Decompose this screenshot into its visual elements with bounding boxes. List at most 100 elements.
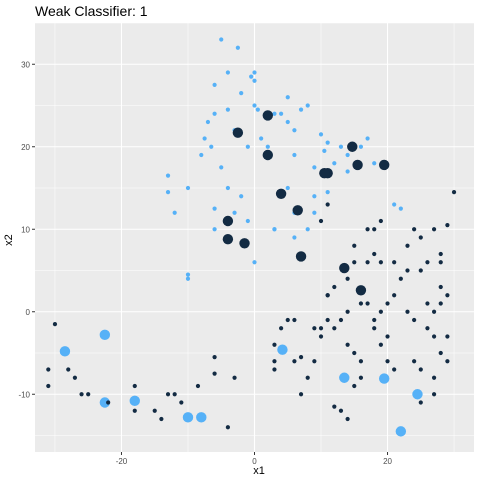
small-point xyxy=(392,260,396,264)
large-point xyxy=(196,412,206,422)
small-point xyxy=(379,219,383,223)
small-point xyxy=(432,392,436,396)
small-point xyxy=(346,153,350,157)
small-point xyxy=(312,165,316,169)
small-point xyxy=(212,355,216,359)
small-point xyxy=(432,376,436,380)
large-point xyxy=(239,238,249,248)
large-point xyxy=(356,285,366,295)
small-point xyxy=(256,108,260,112)
small-point xyxy=(445,223,449,227)
small-point xyxy=(199,153,203,157)
small-point xyxy=(439,301,443,305)
small-point xyxy=(206,120,210,124)
small-point xyxy=(419,235,423,239)
small-point xyxy=(272,359,276,363)
small-point xyxy=(299,392,303,396)
small-point xyxy=(425,301,429,305)
small-point xyxy=(439,260,443,264)
y-axis-label: x2 xyxy=(3,234,15,246)
small-point xyxy=(319,334,323,338)
small-point xyxy=(279,112,283,116)
small-point xyxy=(372,161,376,165)
large-point xyxy=(60,346,70,356)
small-point xyxy=(186,186,190,190)
small-point xyxy=(432,227,436,231)
large-point xyxy=(223,234,233,244)
small-point xyxy=(196,384,200,388)
small-point xyxy=(399,277,403,281)
y-tick-label: 0 xyxy=(26,308,31,317)
small-point xyxy=(425,260,429,264)
small-point xyxy=(405,244,409,248)
small-point xyxy=(412,227,416,231)
small-point xyxy=(286,186,290,190)
small-point xyxy=(346,417,350,421)
small-point xyxy=(166,174,170,178)
small-point xyxy=(385,359,389,363)
small-point xyxy=(346,277,350,281)
large-point xyxy=(233,128,243,138)
small-point xyxy=(432,310,436,314)
small-point xyxy=(445,334,449,338)
large-point xyxy=(296,251,306,261)
small-point xyxy=(312,326,316,330)
y-tick-label: 10 xyxy=(21,225,30,234)
y-tick-label: 30 xyxy=(21,60,30,69)
small-point xyxy=(452,190,456,194)
small-point xyxy=(326,293,330,297)
large-point xyxy=(339,263,349,273)
large-point xyxy=(276,189,286,199)
small-point xyxy=(419,268,423,272)
small-point xyxy=(272,343,276,347)
small-point xyxy=(252,103,256,107)
large-point xyxy=(379,373,389,383)
small-point xyxy=(385,301,389,305)
small-point xyxy=(166,190,170,194)
large-point xyxy=(319,168,329,178)
small-point xyxy=(133,409,137,413)
small-point xyxy=(432,334,436,338)
small-point xyxy=(286,120,290,124)
small-point xyxy=(372,252,376,256)
small-point xyxy=(173,211,177,215)
small-point xyxy=(203,136,207,140)
small-point xyxy=(312,211,316,215)
small-point xyxy=(365,136,369,140)
small-point xyxy=(212,227,216,231)
small-point xyxy=(445,293,449,297)
small-point xyxy=(246,219,250,223)
small-point xyxy=(379,343,383,347)
small-point xyxy=(212,207,216,211)
small-point xyxy=(332,285,336,289)
small-point xyxy=(286,95,290,99)
small-point xyxy=(359,145,363,149)
small-point xyxy=(226,186,230,190)
large-point xyxy=(263,150,273,160)
large-point xyxy=(130,396,140,406)
small-point xyxy=(352,384,356,388)
small-point xyxy=(372,318,376,322)
small-point xyxy=(239,91,243,95)
small-point xyxy=(153,409,157,413)
small-point xyxy=(365,227,369,231)
small-point xyxy=(219,165,223,169)
small-point xyxy=(326,318,330,322)
small-point xyxy=(392,202,396,206)
large-point xyxy=(339,373,349,383)
large-point xyxy=(263,110,273,120)
small-point xyxy=(46,367,50,371)
large-point xyxy=(352,160,362,170)
small-point xyxy=(339,409,343,413)
small-point xyxy=(359,359,363,363)
small-point xyxy=(372,326,376,330)
small-point xyxy=(252,70,256,74)
small-point xyxy=(236,46,240,50)
small-point xyxy=(106,400,110,404)
small-point xyxy=(412,359,416,363)
small-point xyxy=(326,141,330,145)
small-point xyxy=(346,310,350,314)
x-tick-label: 20 xyxy=(383,457,392,466)
small-point xyxy=(379,260,383,264)
small-point xyxy=(326,190,330,194)
